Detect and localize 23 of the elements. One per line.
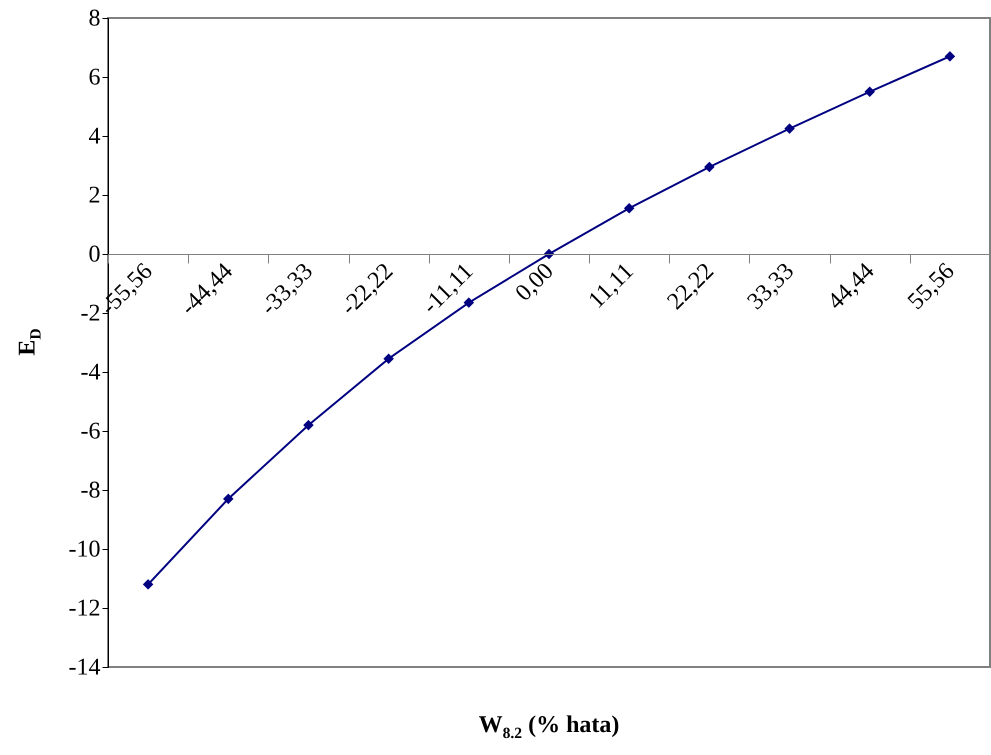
point (704, 162, 715, 172)
point (142, 579, 154, 590)
y-tick-label: -12 (68, 596, 100, 622)
point (624, 203, 634, 214)
point (944, 51, 956, 62)
y-tick-label: -4 (80, 360, 100, 386)
x-tick-label: 0,00 (510, 258, 559, 306)
point (784, 123, 795, 134)
y-tick-label: 0 (88, 242, 100, 268)
y-tick-label: -10 (68, 536, 100, 562)
point (864, 86, 875, 97)
x-axis-title: W$_{8.2}$ (% hata) (478, 712, 620, 743)
y-tick-label: 2 (88, 182, 100, 208)
y-tick-label: -14 (68, 654, 100, 680)
point (303, 420, 314, 430)
y-tick-label: -6 (80, 418, 100, 444)
point (223, 494, 234, 504)
y-tick-label: 4 (88, 124, 100, 150)
y-tick-label: -2 (80, 300, 100, 326)
y-tick-label: 6 (88, 64, 100, 90)
point (383, 353, 394, 364)
y-tick-label: -8 (80, 478, 100, 504)
y-tick-label: 8 (88, 6, 100, 32)
